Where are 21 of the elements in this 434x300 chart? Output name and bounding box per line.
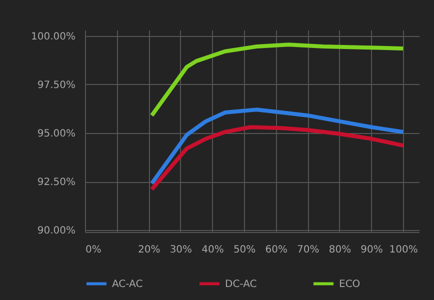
line-series <box>150 42 406 118</box>
y-tick-label: 95.00% <box>37 128 76 140</box>
legend-label: AC-AC <box>112 278 143 290</box>
x-tick-label: 100% <box>389 244 418 256</box>
legend-label: ECO <box>339 278 360 290</box>
x-tick-label: 20% <box>138 244 160 256</box>
x-tick-label: 80% <box>328 244 352 256</box>
y-tick-label: 97.50% <box>37 80 76 91</box>
y-tick-label: 90.00% <box>37 226 76 237</box>
x-tick-label: 50% <box>233 244 256 256</box>
x-tick-label: 0% <box>86 244 102 256</box>
line-series <box>150 125 406 192</box>
line-series <box>150 108 406 186</box>
x-tick-label: 40% <box>202 244 224 256</box>
y-tick-label: 100.00% <box>31 31 76 42</box>
legend-label: DC-AC <box>225 278 257 290</box>
x-tick-label: 90% <box>360 244 383 256</box>
x-tick-label: 60% <box>265 244 288 256</box>
y-tick-label: 92.50% <box>37 177 76 188</box>
x-tick-label: 70% <box>297 244 320 256</box>
x-tick-label: 30% <box>170 244 192 256</box>
